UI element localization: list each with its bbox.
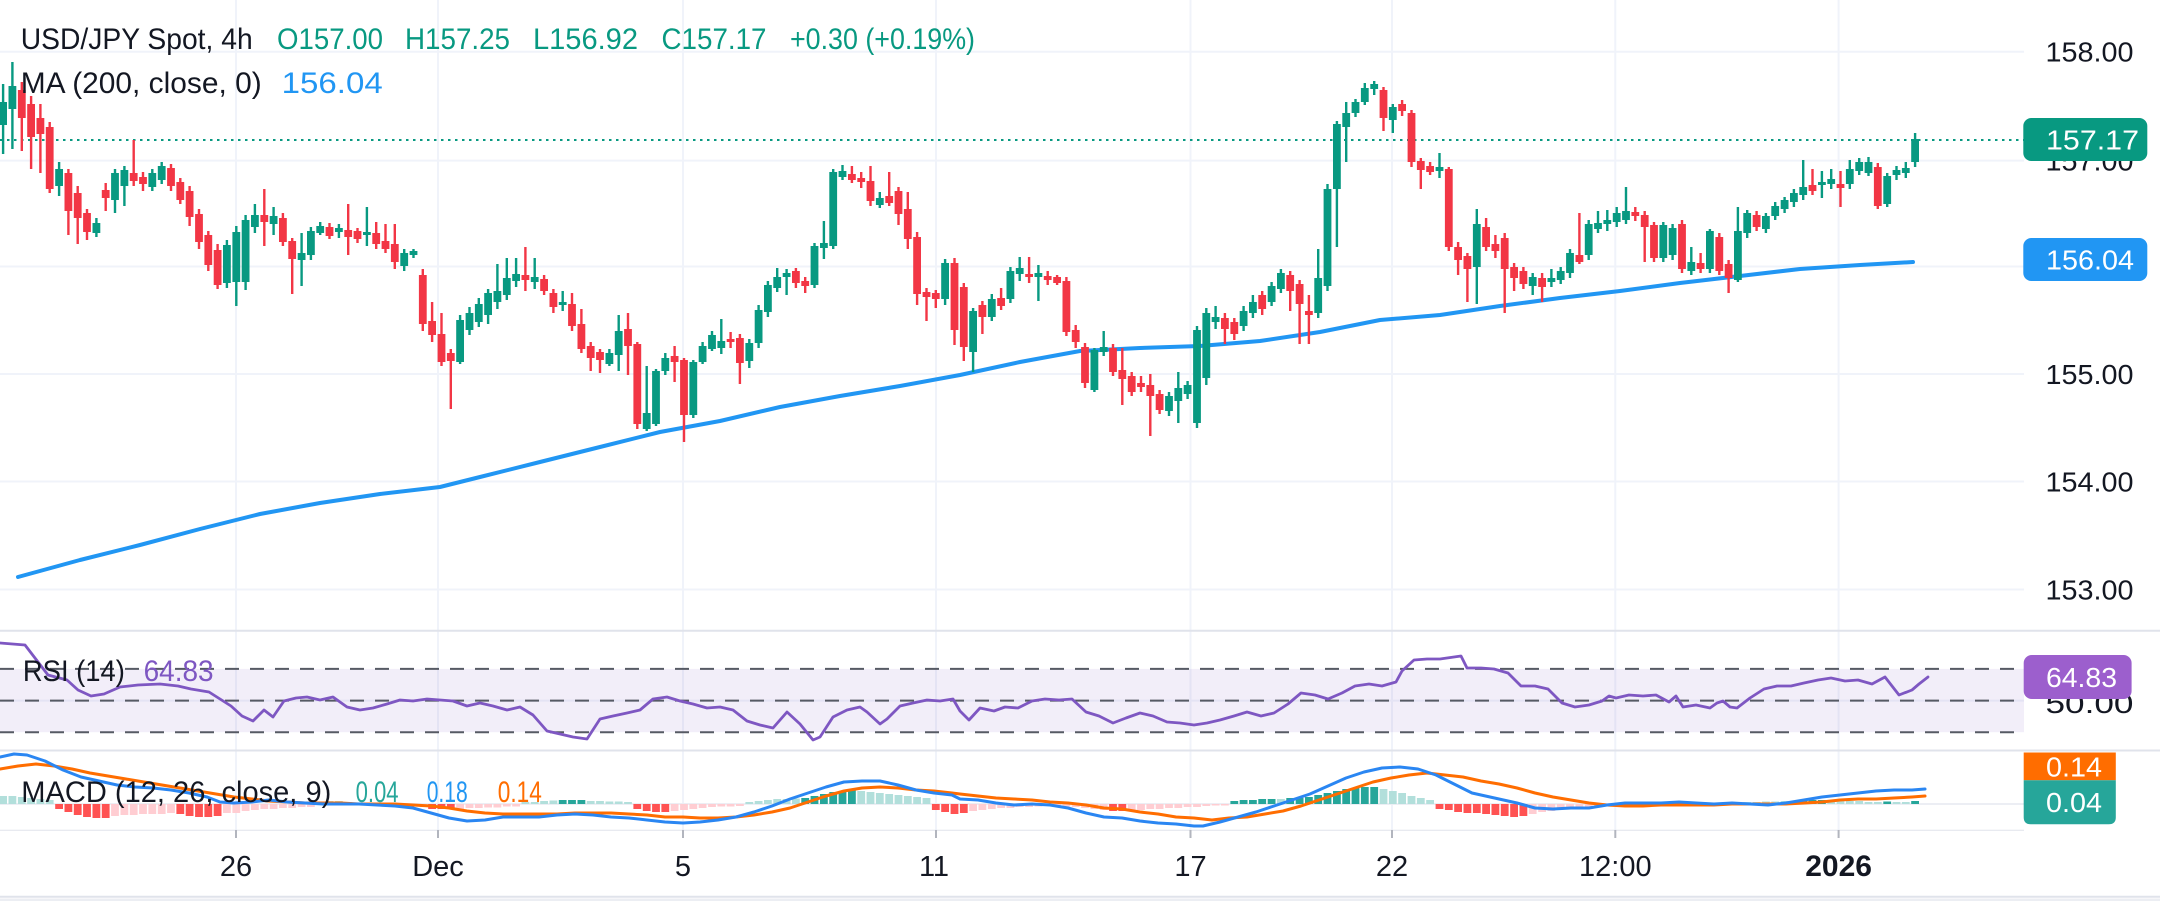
svg-text:156.04: 156.04 <box>282 67 383 100</box>
svg-text:MA (200, close, 0): MA (200, close, 0) <box>21 67 262 100</box>
svg-text:64.83: 64.83 <box>144 655 214 688</box>
svg-text:156.04: 156.04 <box>2046 245 2134 276</box>
svg-text:O157.00: O157.00 <box>277 23 383 56</box>
svg-text:0.18: 0.18 <box>427 776 468 809</box>
svg-text:+0.30 (+0.19%): +0.30 (+0.19%) <box>790 23 975 56</box>
svg-text:158.00: 158.00 <box>2046 37 2134 68</box>
svg-text:153.00: 153.00 <box>2046 575 2134 606</box>
svg-text:22: 22 <box>1376 851 1408 883</box>
svg-text:L156.92: L156.92 <box>533 23 638 56</box>
svg-text:2026: 2026 <box>1805 850 1872 883</box>
svg-text:154.00: 154.00 <box>2046 467 2134 498</box>
svg-text:17: 17 <box>1174 851 1206 883</box>
svg-text:RSI (14): RSI (14) <box>23 655 125 688</box>
svg-text:0.04: 0.04 <box>2046 787 2102 818</box>
svg-text:USD/JPY Spot, 4h: USD/JPY Spot, 4h <box>21 23 253 56</box>
svg-text:5: 5 <box>675 851 691 883</box>
svg-text:H157.25: H157.25 <box>405 23 510 56</box>
svg-text:11: 11 <box>919 851 949 883</box>
svg-text:C157.17: C157.17 <box>662 23 767 56</box>
svg-text:0.04: 0.04 <box>356 776 399 809</box>
svg-text:12:00: 12:00 <box>1579 851 1652 883</box>
svg-text:MACD (12, 26, close, 9): MACD (12, 26, close, 9) <box>21 776 331 809</box>
svg-text:Dec: Dec <box>412 851 464 883</box>
svg-text:26: 26 <box>220 851 252 883</box>
svg-text:64.83: 64.83 <box>2046 662 2117 693</box>
svg-text:155.00: 155.00 <box>2046 359 2134 390</box>
svg-text:157.17: 157.17 <box>2046 125 2139 156</box>
svg-text:0.14: 0.14 <box>498 776 542 809</box>
svg-text:0.14: 0.14 <box>2046 751 2102 782</box>
